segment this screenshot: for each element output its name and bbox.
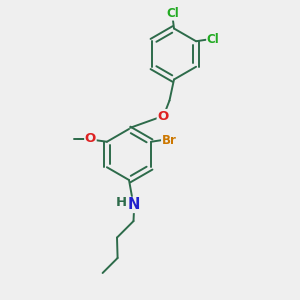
Text: Cl: Cl [207, 33, 220, 46]
Text: Br: Br [162, 134, 176, 147]
Text: H: H [116, 196, 127, 209]
Text: Cl: Cl [166, 7, 179, 20]
Text: O: O [157, 110, 169, 123]
Text: O: O [85, 132, 96, 145]
Text: N: N [128, 197, 140, 212]
